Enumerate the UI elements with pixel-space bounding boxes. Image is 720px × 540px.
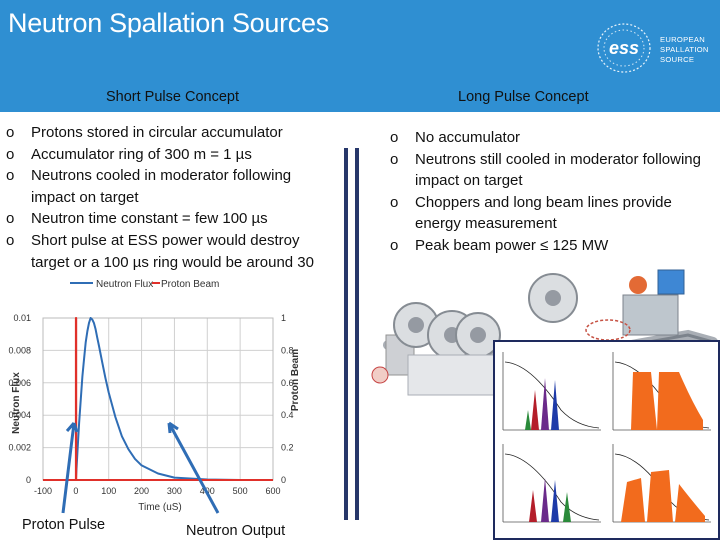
neutron-output-arrow (167, 421, 220, 514)
y-tick-label: 0.004 (8, 410, 31, 420)
chart-grid (42, 317, 274, 481)
bullet-text: Neutrons still cooled in moderator follo… (415, 150, 701, 190)
list-item: o Accumulator ring of 300 m = 1 µs (6, 144, 316, 166)
long-pulse-heading: Long Pulse Concept (458, 89, 589, 105)
ess-logo-name: EUROPEAN SPALLATION SOURCE (660, 35, 709, 65)
long-pulse-bullet-list: o No accumulator o Neutrons still cooled i… (390, 127, 720, 257)
chart-background (5, 270, 305, 515)
bullet-text: Neutrons cooled in moderator following i… (31, 167, 292, 206)
x-tick-label: 300 (167, 486, 182, 496)
list-item: o No accumulator (390, 127, 720, 149)
y-tick-label: 0.002 (8, 443, 31, 453)
list-item: o Protons stored in circular accumulator (6, 122, 316, 144)
logo-line: EUROPEAN (660, 35, 706, 44)
y2-tick-label: 0.4 (281, 410, 294, 420)
logo-line: SOURCE (660, 55, 695, 64)
y2-tick-label: 0.2 (281, 443, 294, 453)
energy-spectra-panel (493, 340, 720, 540)
logo-line: SPALLATION (660, 45, 709, 54)
x-tick-label: -100 (34, 486, 52, 496)
bullet-marker: o (390, 236, 399, 254)
proton-pulse-arrow (61, 422, 79, 514)
bullet-text: Neutron time constant = few 100 µs (31, 210, 268, 228)
bullet-marker: o (6, 167, 15, 185)
bullet-marker: o (390, 129, 399, 146)
spectrum-plot (502, 352, 601, 431)
y-tick-label: 0 (26, 475, 31, 485)
proton-beam-line (43, 317, 273, 481)
proton-pulse-caption: Proton Pulse (22, 517, 106, 533)
ess-logo-lettering: ess (609, 38, 639, 58)
bullet-text: Choppers and long beam lines provide ene… (415, 193, 672, 233)
x-tick-label: 0 (73, 486, 78, 496)
bullet-text: Protons stored in circular accumulator (31, 124, 283, 141)
y-tick-label: 0.008 (8, 345, 31, 355)
list-item: o Peak beam power ≤ 125 MW (390, 235, 720, 257)
x-tick-label: 200 (134, 486, 149, 496)
y-tick-label: 0.006 (8, 378, 31, 388)
list-item: o Neutrons still cooled in moderator foll… (390, 149, 720, 192)
short-pulse-heading: Short Pulse Concept (106, 89, 239, 105)
list-item: o Neutrons cooled in moderator following … (6, 165, 316, 208)
bullet-marker: o (6, 210, 15, 228)
page-title: Neutron Spallation Sources (8, 8, 329, 38)
bullet-marker: o (6, 124, 15, 141)
legend-proton-beam-label: Proton Beam (161, 279, 219, 290)
y2-tick-label: 0.8 (281, 345, 294, 355)
chart-series (43, 317, 273, 481)
y2-tick-label: 1 (281, 313, 286, 323)
y-axis-label: Neutron Flux (11, 372, 22, 434)
bullet-text: No accumulator (415, 129, 521, 146)
legend-neutron-flux-label: Neutron Flux (96, 279, 153, 290)
bullet-marker: o (6, 145, 15, 163)
list-item: o Neutron time constant = few 100 µs (6, 208, 316, 230)
short-pulse-bullet-list: o Protons stored in circular accumulator … (6, 122, 316, 295)
list-item: o Choppers and long beam lines provide en… (390, 192, 720, 235)
x-tick-label: 500 (233, 486, 248, 496)
y-tick-label: 0.01 (13, 313, 31, 323)
column-divider (344, 148, 359, 520)
spectrum-plot (612, 352, 711, 431)
title-banner: Neutron Spallation Sources Short Pulse C… (0, 0, 720, 112)
bullet-marker: o (390, 150, 399, 168)
y2-axis-label: Proton Beam (290, 349, 301, 411)
neutron-flux-line (43, 317, 273, 481)
energy-spectra-figure (502, 352, 711, 523)
x-axis-label: Time (uS) (138, 502, 182, 513)
neutron-output-caption: Neutron Output (186, 523, 286, 539)
bullet-text: Accumulator ring of 300 m = 1 µs (31, 145, 252, 163)
ess-logo-icon: ess (597, 23, 651, 73)
bullet-marker: o (390, 193, 399, 211)
ess-logo: ess EUROPEAN SPALLATION SOURCE (596, 22, 716, 74)
bullet-marker: o (6, 231, 15, 249)
x-tick-label: 100 (101, 486, 116, 496)
y2-tick-label: 0.6 (281, 378, 294, 388)
y2-tick-label: 0 (281, 475, 286, 485)
spectrum-plot (502, 444, 601, 523)
bullet-text: Peak beam power ≤ 125 MW (415, 236, 609, 254)
spectrum-plot (612, 444, 711, 523)
x-tick-label: 600 (265, 486, 280, 496)
